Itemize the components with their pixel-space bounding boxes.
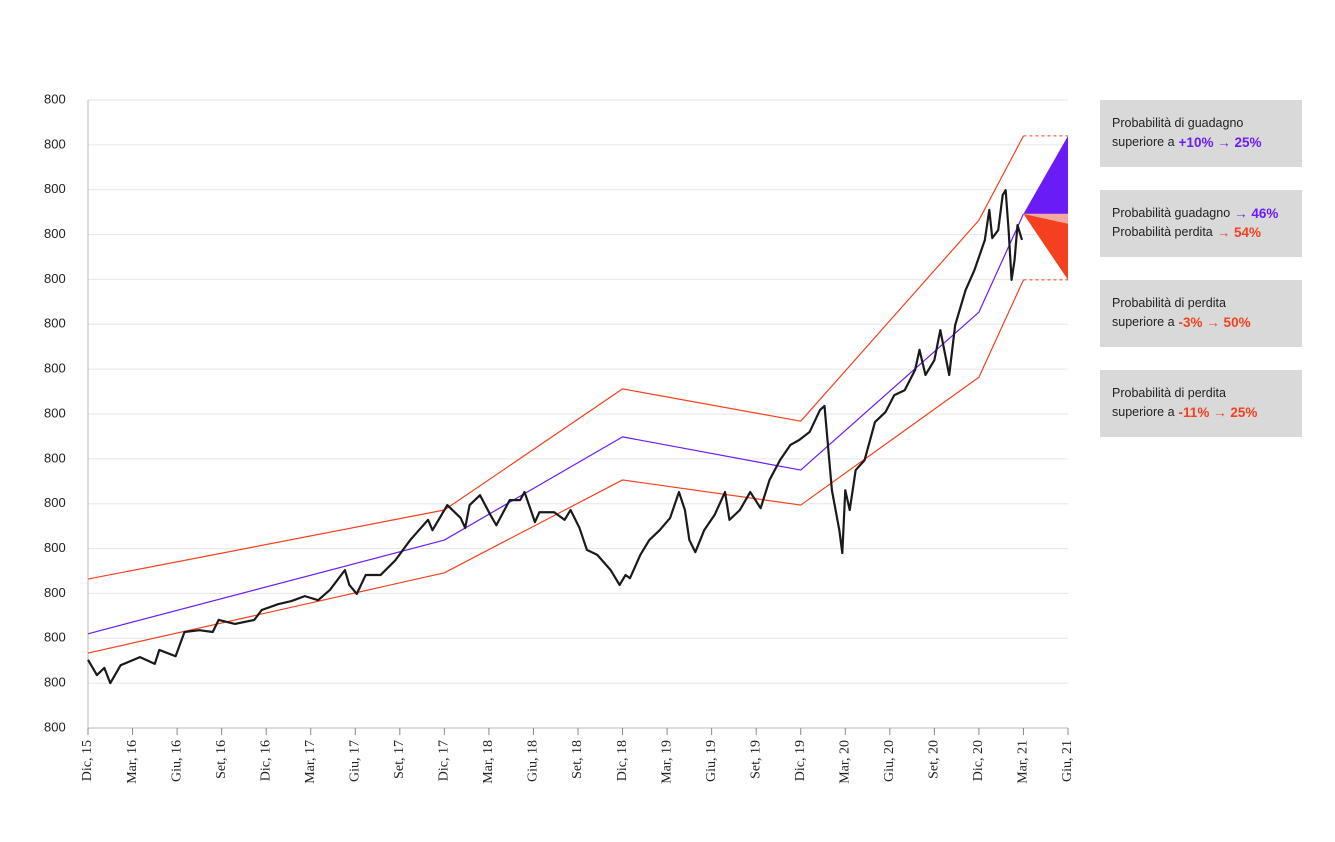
x-tick-label: Mar, 19 [659, 740, 674, 784]
y-tick-label: 800 [44, 91, 66, 106]
annotation-text: superiore a [1112, 405, 1175, 419]
annotation-box [1100, 100, 1302, 167]
annotation-line: Probabilità di perdita [1112, 296, 1226, 310]
y-tick-label: 800 [44, 316, 66, 331]
x-tick-label: Giu, 16 [169, 740, 184, 782]
y-tick-label: 800 [44, 675, 66, 690]
y-tick-label: 800 [44, 450, 66, 465]
annotation-text: superiore a [1112, 135, 1175, 149]
annotation-highlight: -11% → 25% [1179, 405, 1258, 420]
annotation-text: superiore a [1112, 315, 1175, 329]
annotation-highlight: -3% → 50% [1179, 315, 1251, 330]
annotation-line: superiore a -3% → 50% [1112, 315, 1251, 330]
annotation-box [1100, 190, 1302, 257]
y-tick-label: 800 [44, 540, 66, 555]
series-line [87, 279, 1025, 654]
annotation-line: Probabilità di perdita [1112, 386, 1226, 400]
annotation-text: Probabilità di perdita [1112, 386, 1226, 400]
annotation-highlight: → 54% [1217, 225, 1261, 240]
x-tick-label: Dic, 17 [437, 740, 452, 781]
x-tick-label: Set, 17 [392, 740, 407, 779]
annotation-text: Probabilità di guadagno [1112, 116, 1243, 130]
annotation-box [1100, 280, 1302, 347]
x-tick-label: Giu, 21 [1060, 740, 1075, 782]
annotation-text: Probabilità guadagno [1112, 206, 1230, 220]
forecast-fan [1023, 213, 1068, 280]
annotation-text: Probabilità di perdita [1112, 296, 1226, 310]
x-tick-label: Mar, 17 [303, 740, 318, 784]
series-line [87, 213, 1025, 635]
x-tick-label: Mar, 20 [837, 740, 852, 784]
x-tick-label: Set, 19 [748, 740, 763, 779]
y-tick-label: 800 [44, 405, 66, 420]
y-tick-label: 800 [44, 226, 66, 241]
x-tick-label: Mar, 16 [125, 740, 140, 784]
y-tick-label: 800 [44, 361, 66, 376]
annotation-highlight: → 46% [1234, 206, 1278, 221]
series-line [87, 135, 1024, 580]
forecast-fan [1023, 135, 1068, 214]
annotation-line: Probabilità di guadagno [1112, 116, 1243, 130]
annotation-line: Probabilità guadagno → 46% [1112, 206, 1278, 221]
annotation-highlight: +10% → 25% [1179, 135, 1262, 150]
y-tick-label: 800 [44, 719, 66, 734]
x-tick-label: Dic, 19 [793, 740, 808, 781]
x-tick-label: Set, 20 [927, 740, 942, 779]
x-tick-label: Dic, 15 [80, 740, 95, 781]
annotation-line: superiore a +10% → 25% [1112, 135, 1261, 150]
x-tick-label: Giu, 20 [882, 740, 897, 782]
x-tick-label: Giu, 18 [526, 740, 541, 782]
y-tick-label: 800 [44, 181, 66, 196]
annotation-line: superiore a -11% → 25% [1112, 405, 1257, 420]
x-tick-label: Mar, 21 [1016, 740, 1031, 784]
x-tick-label: Dic, 20 [971, 740, 986, 781]
y-tick-label: 800 [44, 585, 66, 600]
annotation-box [1100, 370, 1302, 437]
x-tick-label: Giu, 19 [704, 740, 719, 782]
y-tick-label: 800 [44, 271, 66, 286]
x-tick-label: Giu, 17 [347, 740, 362, 782]
y-tick-label: 800 [44, 630, 66, 645]
x-tick-label: Dic, 18 [615, 740, 630, 781]
x-tick-label: Set, 18 [570, 740, 585, 779]
forecast-fan [1023, 213, 1068, 224]
y-tick-label: 800 [44, 495, 66, 510]
x-tick-label: Set, 16 [214, 740, 229, 779]
annotation-line: Probabilità perdita → 54% [1112, 225, 1261, 240]
x-tick-label: Dic, 16 [258, 740, 273, 781]
annotation-text: Probabilità perdita [1112, 225, 1213, 239]
x-tick-label: Mar, 18 [481, 740, 496, 784]
series-line [87, 189, 1024, 685]
y-tick-label: 800 [44, 136, 66, 151]
